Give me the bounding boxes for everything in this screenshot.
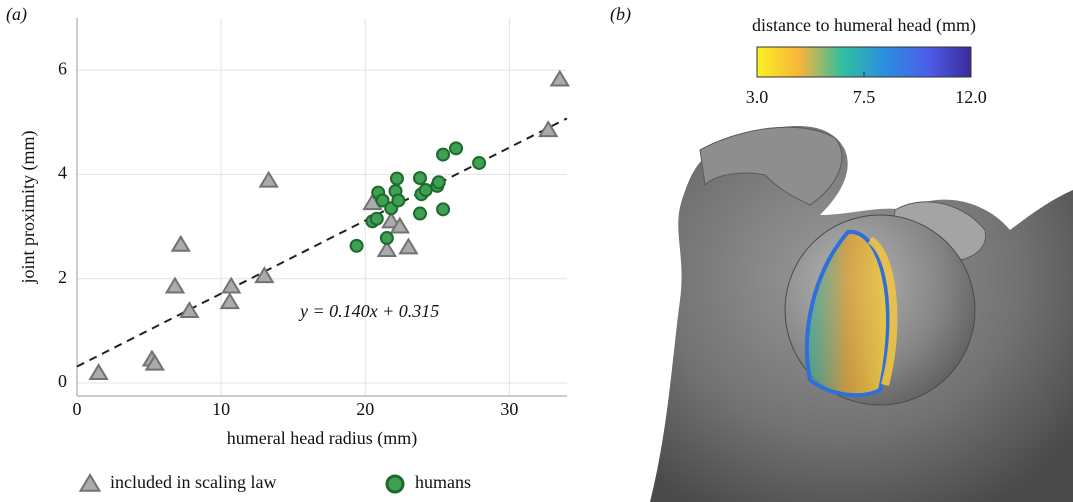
legend-marker <box>385 474 405 494</box>
triangle-point <box>221 276 242 294</box>
colorbar-tick-label: 7.5 <box>853 87 876 107</box>
x-axis-label: humeral head radius (mm) <box>227 428 417 449</box>
circle-point <box>391 193 406 208</box>
bone-illustration <box>650 125 1073 502</box>
x-tick-label: 10 <box>212 399 230 419</box>
triangle-point <box>389 216 410 234</box>
circle-point <box>413 171 427 186</box>
triangle-point <box>170 234 191 252</box>
x-tick-label: 20 <box>356 399 374 419</box>
circle-point <box>436 147 451 162</box>
x-tick-label: 0 <box>73 399 82 419</box>
triangle-point <box>144 353 165 371</box>
triangle-point <box>179 301 200 319</box>
y-tick-label: 0 <box>58 371 67 391</box>
circle-point <box>431 175 446 190</box>
colorbar-title: distance to humeral head (mm) <box>752 15 976 36</box>
circle-point <box>369 211 384 226</box>
triangle-point <box>381 211 402 229</box>
legend-label: included in scaling law <box>110 472 276 492</box>
legend-marker <box>78 473 102 492</box>
panel-label: (a) <box>6 4 27 25</box>
triangle-point <box>376 240 398 258</box>
circle-point <box>375 193 390 208</box>
triangle-point <box>88 363 109 381</box>
y-tick-label: 4 <box>58 163 67 183</box>
triangle-point <box>398 237 419 255</box>
y-axis-label: joint proximity (mm) <box>18 131 39 285</box>
circle-point <box>472 155 487 170</box>
circle-point <box>418 183 433 198</box>
colorbar-tick-label: 3.0 <box>746 87 769 107</box>
circle-point <box>349 238 364 253</box>
triangle-point <box>258 170 279 188</box>
acromion <box>699 126 843 206</box>
contact-edge <box>867 236 898 387</box>
circle-point <box>413 206 427 221</box>
circle-point <box>436 202 451 217</box>
triangle-point <box>538 120 559 138</box>
colorbar-tick-label: 12.0 <box>955 87 987 107</box>
triangle-point <box>164 276 186 294</box>
circle-point <box>389 171 404 186</box>
circle-point <box>449 141 464 156</box>
contact-map <box>804 229 890 398</box>
triangle-point <box>219 292 240 310</box>
x-tick-label: 30 <box>500 399 518 419</box>
fit-line <box>76 117 568 368</box>
triangle-point <box>254 266 275 284</box>
triangle-point <box>549 69 570 87</box>
y-tick-label: 2 <box>58 267 67 287</box>
panel-label: (b) <box>610 4 631 25</box>
y-tick-label: 6 <box>58 58 67 78</box>
circle-point <box>379 231 394 246</box>
legend-label: humans <box>415 472 471 492</box>
fit-label: y = 0.140x + 0.315 <box>298 301 439 321</box>
